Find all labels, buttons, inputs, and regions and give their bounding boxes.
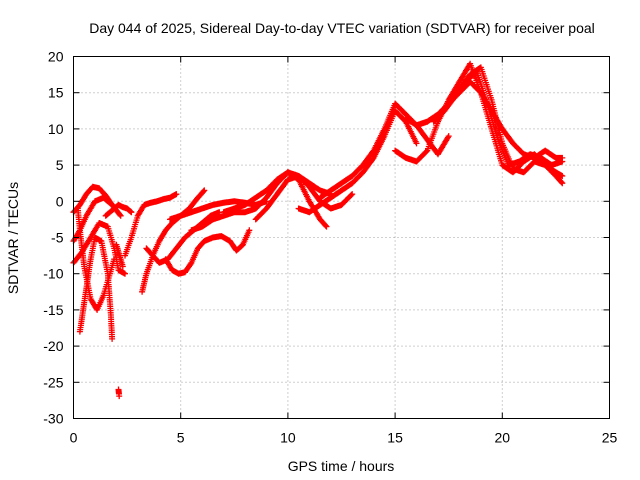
x-tick-label: 10	[280, 430, 296, 446]
series-arc-22	[445, 78, 566, 161]
scatter-points	[317, 100, 452, 201]
y-tick-label: 0	[56, 193, 64, 209]
y-tick-label: 5	[56, 157, 64, 173]
y-tick-label: -15	[43, 302, 63, 318]
y-tick-label: -25	[43, 374, 63, 390]
scatter-points	[252, 173, 356, 223]
scatter-points	[76, 234, 116, 342]
series-arc-9	[122, 191, 180, 259]
series-arc-7	[115, 386, 123, 400]
data-points	[70, 60, 566, 400]
grid-lines	[73, 56, 610, 419]
chart-title: Day 044 of 2025, Sidereal Day-to-day VTE…	[89, 20, 595, 36]
x-tick-label: 15	[387, 430, 403, 446]
scatter-points	[402, 64, 566, 187]
x-tick-label: 0	[70, 430, 78, 446]
series-arc-4	[74, 205, 118, 313]
series-arc-5	[76, 234, 116, 342]
scatter-points	[445, 78, 566, 161]
y-tick-label: -30	[43, 411, 63, 427]
scatter-points	[162, 227, 253, 277]
series-arc-18	[317, 100, 452, 201]
y-tick-label: 10	[48, 121, 64, 137]
y-tick-label: -5	[51, 230, 64, 246]
axis-ticks: 0 5 10 15 20 25 -30 -25 -20 -15 -10 -5 0 5 10 15 20	[43, 49, 617, 446]
series-arc-8	[113, 241, 126, 270]
scatter-points	[74, 205, 118, 313]
y-tick-label: -20	[43, 338, 63, 354]
x-tick-label: 5	[177, 430, 185, 446]
scatter-points	[113, 241, 126, 270]
y-axis-label: SDTVAR / TECUs	[5, 182, 21, 294]
series-arc-20	[402, 64, 566, 187]
y-tick-label: 20	[48, 49, 64, 65]
scatter-points	[122, 191, 180, 259]
x-axis-label: GPS time / hours	[288, 458, 395, 474]
x-tick-label: 25	[602, 430, 618, 446]
series-arc-6	[102, 201, 135, 219]
series-arc-17	[295, 107, 420, 216]
x-tick-label: 20	[495, 430, 511, 446]
series-arc-12	[162, 227, 253, 277]
scatter-points	[115, 386, 123, 400]
scatter-points	[102, 201, 135, 219]
series-arc-16	[252, 173, 356, 223]
y-tick-label: -10	[43, 266, 63, 282]
scatter-points	[295, 107, 420, 216]
y-tick-label: 15	[48, 85, 64, 101]
